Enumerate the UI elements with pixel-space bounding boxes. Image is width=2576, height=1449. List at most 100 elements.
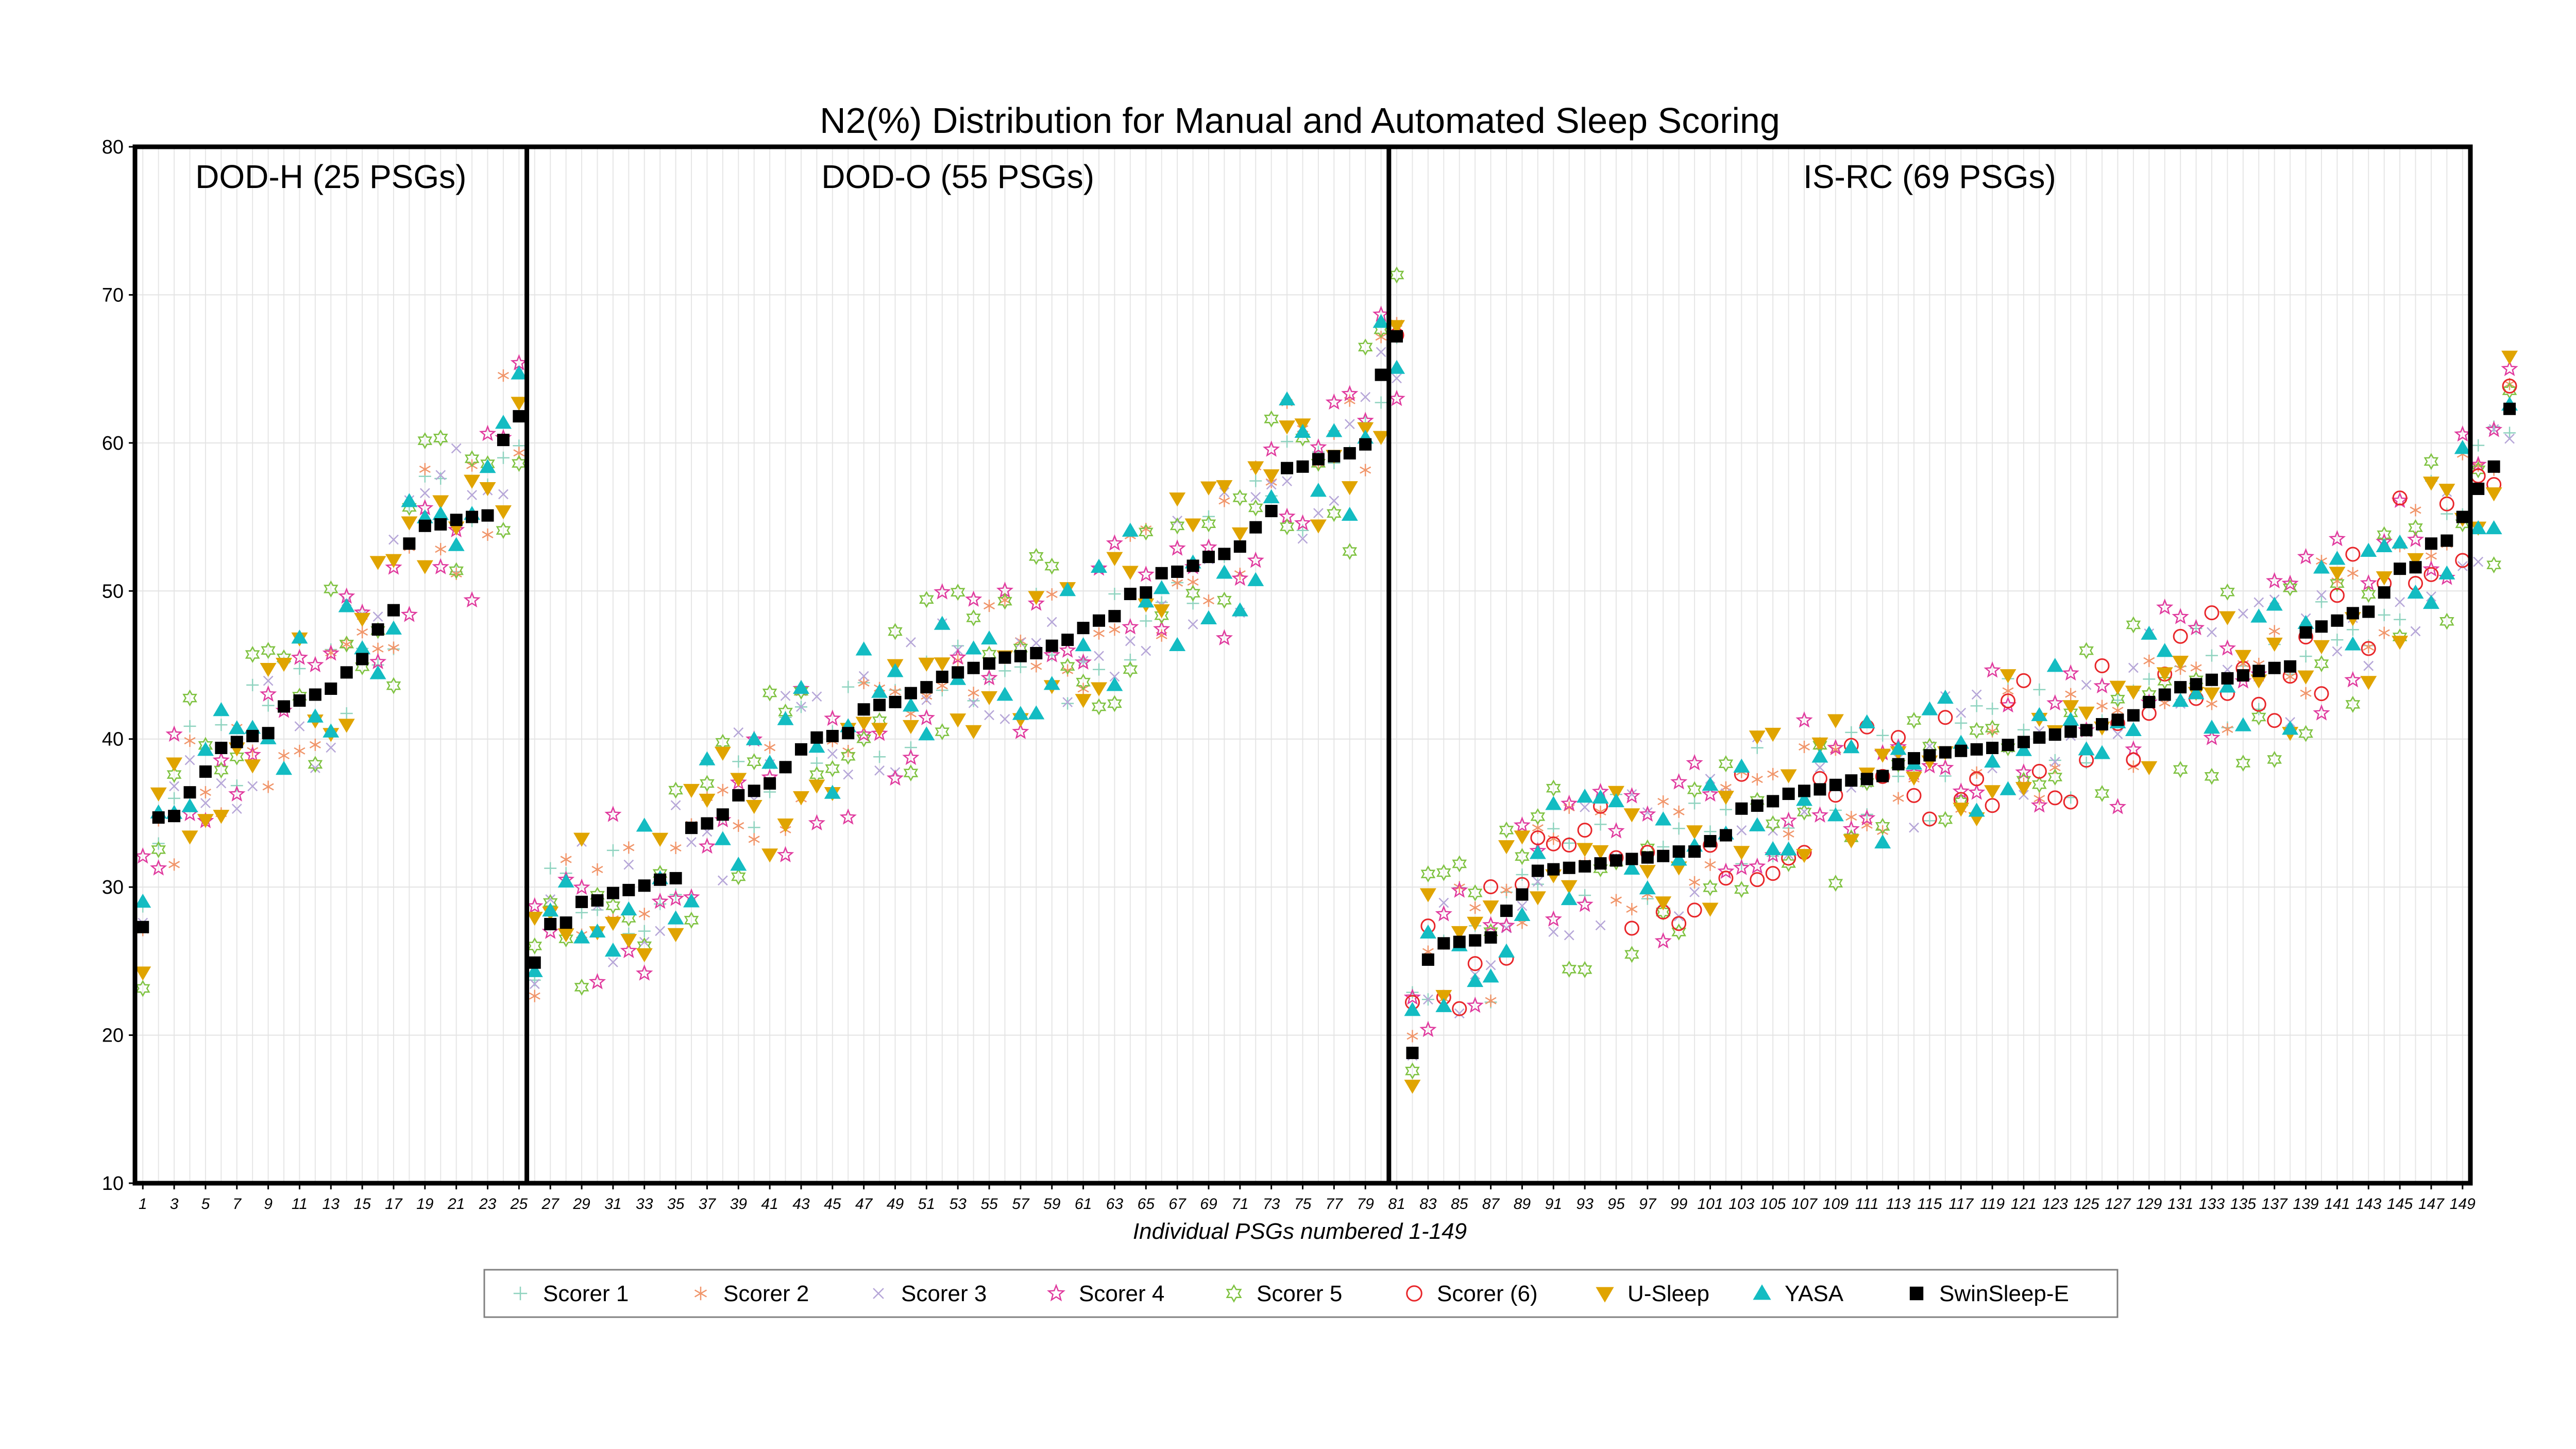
data-point-scorer-4 [1842, 820, 1860, 837]
data-point-swinsleep-e [2158, 688, 2171, 701]
marker-stroke [984, 602, 995, 610]
panel-labels: DOD-H (25 PSGs) DOD-O (55 PSGs) IS-RC (69 … [195, 158, 2056, 195]
data-point-scorer-6- [2094, 658, 2110, 674]
x-tick-label: 111 [1855, 1196, 1879, 1213]
data-point-scorer-4 [1670, 773, 1688, 790]
legend-label: U-Sleep [1628, 1281, 1709, 1306]
data-point-scorer-3 [231, 804, 242, 814]
data-point-scorer-1 [842, 680, 855, 693]
marker-stroke [513, 449, 525, 457]
data-point-u-sleep [369, 556, 386, 570]
data-point-u-sleep [1435, 990, 1452, 1004]
legend-label: YASA [1785, 1281, 1844, 1306]
data-point-scorer-6- [1530, 830, 1546, 846]
legend-marker [513, 1286, 528, 1301]
data-point-scorer-1 [2315, 595, 2328, 608]
marker-stroke [1344, 419, 1355, 430]
data-point-scorer-3 [1956, 707, 1967, 718]
data-point-swinsleep-e [1516, 888, 1529, 901]
marker-stroke [498, 489, 509, 500]
data-point-yasa [2172, 693, 2189, 707]
data-point-scorer-2 [1626, 902, 1638, 915]
data-point-scorer-1 [1688, 797, 1701, 810]
data-point-yasa [1780, 841, 1797, 856]
data-point-yasa [699, 751, 716, 765]
data-point-scorer-2 [984, 600, 995, 612]
data-point-yasa [761, 755, 778, 769]
data-point-scorer-2 [1202, 594, 1214, 607]
data-point-scorer-5 [2361, 586, 2376, 603]
data-point-u-sleep [1827, 714, 1844, 728]
x-axis-ticks: 1 3 5 7 9 11 13 15 17 19 21 23 25 27 29 31 33 35 37 39 41 43 4… [139, 1183, 2476, 1213]
data-point-scorer-5 [1452, 855, 1467, 873]
data-point-yasa [2297, 615, 2314, 629]
data-point-scorer-2 [1657, 795, 1669, 808]
data-point-scorer-2 [184, 735, 196, 747]
data-point-swinsleep-e [920, 681, 933, 694]
marker-stroke [372, 611, 383, 622]
data-point-scorer-3 [451, 443, 462, 454]
data-point-scorer-6- [1922, 811, 1937, 827]
legend-label: Scorer 4 [1079, 1281, 1164, 1306]
data-point-scorer-3 [1438, 897, 1449, 908]
data-point-yasa [745, 731, 762, 745]
marker-stroke [1610, 896, 1622, 904]
data-point-swinsleep-e [183, 786, 196, 799]
marker-stroke [2332, 646, 2343, 657]
data-point-scorer-4 [1403, 988, 1421, 1005]
x-tick-label: 95 [1607, 1196, 1625, 1213]
data-point-scorer-4 [1607, 822, 1625, 839]
data-point-yasa [2282, 721, 2299, 735]
data-point-scorer-6- [1687, 902, 1702, 918]
data-point-scorer-2 [419, 463, 431, 475]
data-point-scorer-3 [435, 470, 446, 481]
data-point-scorer-2 [278, 749, 290, 762]
marker-stroke [1250, 491, 1261, 502]
marker-stroke [2395, 596, 2405, 607]
data-point-scorer-1 [168, 792, 181, 805]
data-point-scorer-3 [200, 798, 211, 808]
data-point-scorer-1 [2143, 673, 2156, 686]
x-tick-label: 7 [232, 1196, 242, 1213]
data-point-yasa [2376, 538, 2393, 553]
data-point-u-sleep [699, 793, 716, 808]
data-point-u-sleep [730, 773, 747, 787]
y-tick-label: 50 [102, 581, 124, 602]
data-point-yasa [511, 365, 528, 380]
data-point-scorer-5 [1264, 410, 1279, 428]
x-tick-label: 49 [887, 1196, 904, 1213]
data-point-scorer-4 [307, 656, 324, 673]
data-point-yasa [323, 723, 340, 738]
data-point-scorer-4 [2422, 560, 2440, 577]
marker-stroke [2096, 702, 2108, 710]
data-point-scorer-2 [2268, 625, 2280, 638]
data-point-yasa [887, 663, 904, 677]
legend-label: Scorer 5 [1257, 1281, 1342, 1306]
data-point-u-sleep [432, 495, 449, 509]
data-point-yasa [1623, 860, 1640, 875]
data-point-scorer-4 [902, 748, 920, 765]
data-point-scorer-5 [1342, 543, 1358, 560]
data-point-scorer-5 [1828, 875, 1843, 892]
marker-stroke [545, 894, 556, 905]
data-point-scorer-3 [811, 691, 822, 702]
data-point-u-sleep [416, 560, 433, 574]
data-point-yasa [2329, 551, 2346, 565]
data-point-scorer-1 [1014, 660, 1027, 673]
data-point-swinsleep-e [2503, 402, 2516, 415]
data-point-scorer-2 [591, 863, 603, 876]
data-point-scorer-2 [2378, 626, 2390, 639]
marker-stroke [1767, 770, 1779, 778]
data-point-scorer-5 [919, 591, 934, 608]
data-point-scorer-4 [1639, 805, 1656, 822]
data-point-yasa [902, 697, 919, 712]
data-point-scorer-5 [1107, 695, 1122, 712]
marker-stroke [764, 744, 776, 752]
data-point-swinsleep-e [1641, 851, 1654, 864]
data-point-yasa [636, 817, 653, 832]
data-point-u-sleep [2015, 782, 2032, 796]
data-point-u-sleep [1216, 480, 1233, 495]
data-point-yasa [1498, 943, 1515, 958]
data-point-scorer-4 [1795, 711, 1813, 728]
data-point-yasa [1811, 748, 1828, 763]
